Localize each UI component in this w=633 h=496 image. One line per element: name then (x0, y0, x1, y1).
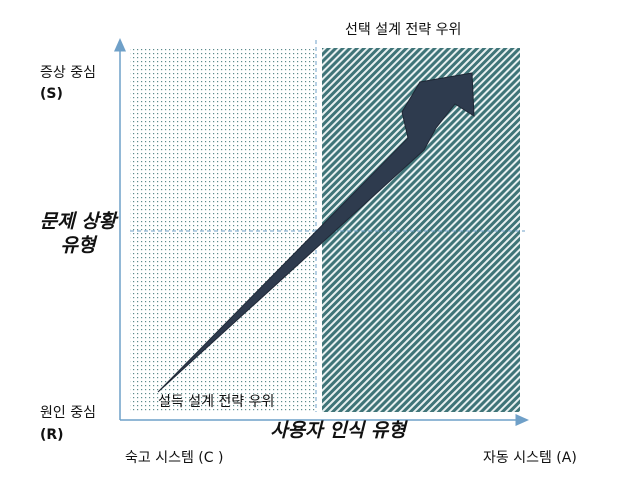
y-top-code: (S) (40, 86, 63, 102)
trend-arrow (157, 72, 475, 393)
y-bottom-code: (R) (40, 427, 64, 443)
y-bottom-label: 원인 중심 (40, 405, 96, 421)
y-title: 유형 (61, 235, 98, 257)
y-top-label: 증상 중심 (40, 65, 96, 81)
top-right-label: 선택 설계 전략 우위 (345, 22, 461, 38)
y-title: 문제 상황 (40, 211, 119, 233)
x-title: 사용자 인식 유형 (270, 420, 408, 442)
bottom-left-label: 설득 설계 전략 우위 (158, 394, 274, 410)
x-right-label: 자동 시스템 (A) (483, 450, 577, 466)
x-left-label: 숙고 시스템 (C ) (125, 450, 223, 466)
persuasion-region (130, 48, 316, 412)
